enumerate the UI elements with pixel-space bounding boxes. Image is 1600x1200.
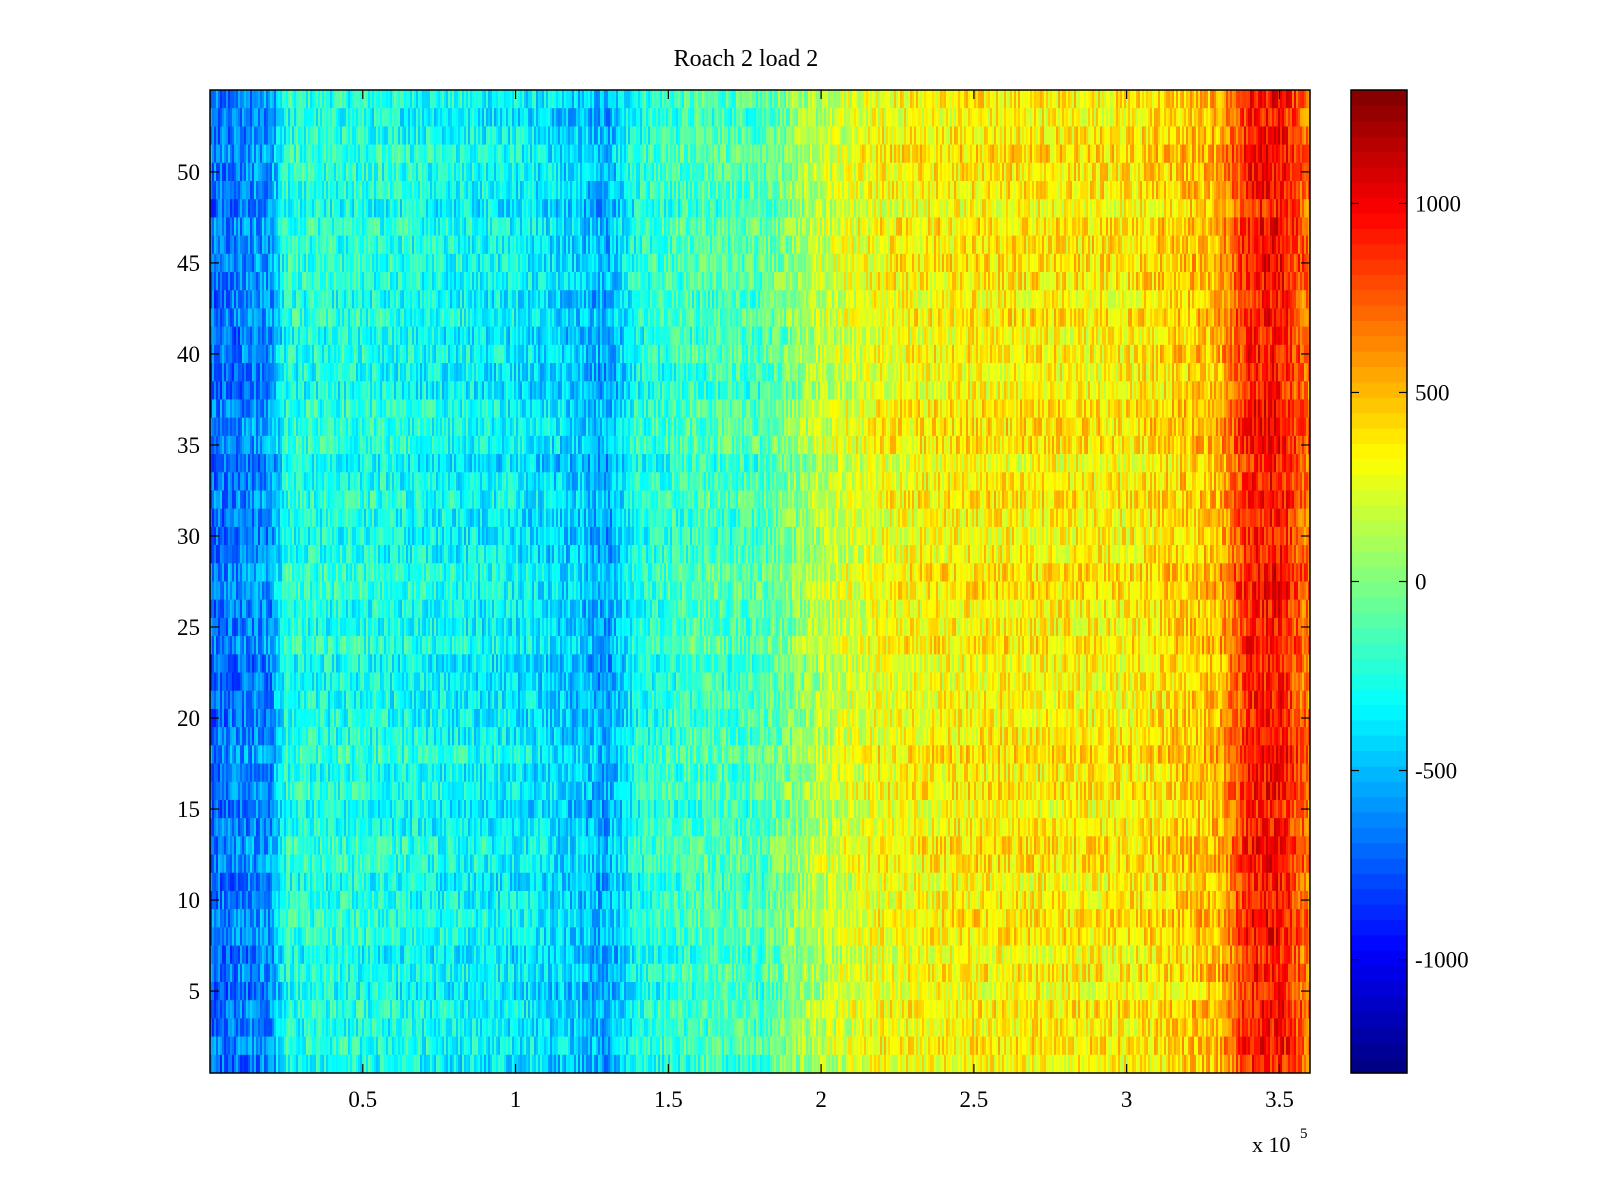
heatmap-cells — [210, 90, 1310, 1073]
chart-title: Roach 2 load 2 — [674, 46, 819, 72]
